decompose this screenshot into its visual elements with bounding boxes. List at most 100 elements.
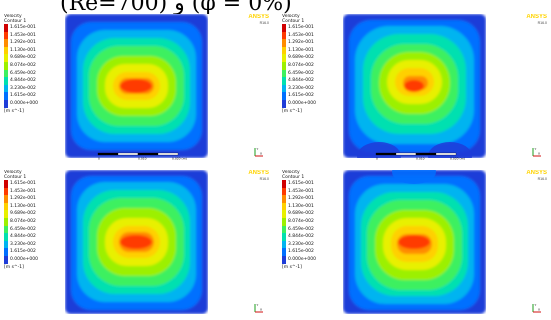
legend-entry: 9.689e-002 bbox=[282, 54, 344, 62]
legend-label: 1.615e-002 bbox=[288, 249, 314, 255]
legend-entry: 1.292e-001 bbox=[4, 195, 66, 203]
legend-label: 1.453e-001 bbox=[288, 188, 314, 194]
legend-swatch bbox=[282, 61, 286, 70]
brand-name: ANSYS bbox=[526, 170, 547, 176]
legend-label: 3.230e-002 bbox=[10, 241, 36, 247]
legend-swatch bbox=[4, 240, 8, 249]
legend-entry: 1.615e-001 bbox=[282, 24, 344, 32]
scale-label: 0.020 (m) bbox=[450, 157, 465, 161]
legend-entry: 8.074e-002 bbox=[4, 217, 66, 226]
scale-segment bbox=[97, 152, 119, 156]
contour-core bbox=[120, 235, 152, 249]
legend-entry: 8.074e-002 bbox=[282, 217, 344, 226]
legend-entry: 3.230e-002 bbox=[4, 84, 66, 93]
legend-label: 9.689e-002 bbox=[10, 211, 36, 217]
legend-swatch bbox=[282, 202, 286, 211]
legend-swatch bbox=[4, 255, 8, 264]
legend-label: 0.000e+000 bbox=[288, 100, 317, 106]
brand-name: ANSYS bbox=[248, 14, 269, 20]
legend-swatch bbox=[282, 233, 286, 241]
contour-panel-2: Velocity Contour 1 1.615e-001 1.453e-001 1.2… bbox=[278, 14, 551, 162]
legend-entry: 4.844e-002 bbox=[4, 77, 66, 85]
legend-swatch bbox=[282, 24, 286, 32]
legend-entry: 6.459e-002 bbox=[282, 69, 344, 78]
legend-entry: 1.615e-002 bbox=[4, 248, 66, 256]
velocity-contour-plot bbox=[343, 14, 486, 158]
x-axis-label: X bbox=[538, 308, 540, 312]
x-axis-label: X bbox=[538, 152, 540, 156]
legend-label: 0.000e+000 bbox=[10, 100, 39, 106]
legend-swatch bbox=[4, 61, 8, 70]
color-legend: Velocity Contour 1 1.615e-001 1.453e-001 1.2… bbox=[282, 170, 344, 270]
legend-label: 1.130e-001 bbox=[288, 47, 314, 53]
legend-label: 1.453e-001 bbox=[288, 32, 314, 38]
scale-segment bbox=[415, 152, 437, 156]
brand-version: R16.0 bbox=[259, 177, 269, 181]
legend-label: 1.130e-001 bbox=[10, 203, 36, 209]
contour-core bbox=[120, 79, 152, 93]
legend-swatch bbox=[4, 210, 8, 218]
legend-entry: 1.615e-001 bbox=[4, 180, 66, 188]
legend-label: 6.459e-002 bbox=[288, 70, 314, 76]
contour-panel-4: Velocity Contour 1 1.615e-001 1.453e-001 1.2… bbox=[278, 170, 551, 318]
figure-caption: (φ = 0%) و (Re=700) bbox=[0, 0, 551, 20]
legend-swatch bbox=[4, 69, 8, 78]
color-legend: Velocity Contour 1 1.615e-001 1.453e-001 1.2… bbox=[4, 170, 66, 270]
legend-entry: 1.615e-002 bbox=[282, 92, 344, 100]
legend-entry: 6.459e-002 bbox=[4, 69, 66, 78]
scale-bar: 0 0.010 0.020 (m) bbox=[375, 152, 465, 161]
legend-swatch bbox=[282, 54, 286, 62]
legend-label: 8.074e-002 bbox=[288, 218, 314, 224]
legend-swatch bbox=[282, 195, 286, 203]
legend-swatch bbox=[282, 39, 286, 47]
legend-entry: 9.689e-002 bbox=[4, 210, 66, 218]
legend-swatch bbox=[282, 46, 286, 55]
velocity-contour-plot bbox=[65, 170, 208, 314]
legend-swatch bbox=[282, 217, 286, 226]
legend-entry: 4.844e-002 bbox=[282, 233, 344, 241]
legend-entry: 9.689e-002 bbox=[4, 54, 66, 62]
x-axis-label: X bbox=[260, 152, 262, 156]
legend-label: 1.615e-002 bbox=[10, 249, 36, 255]
ansys-logo: ANSYS R16.0 bbox=[526, 170, 547, 182]
legend-label: 4.844e-002 bbox=[10, 234, 36, 240]
legend-entry: 3.230e-002 bbox=[282, 84, 344, 93]
legend-swatch bbox=[4, 180, 8, 188]
y-axis-label: Y bbox=[257, 147, 259, 151]
legend-label: 9.689e-002 bbox=[10, 55, 36, 61]
legend-title: Velocity bbox=[4, 14, 22, 19]
legend-entry: 0.000e+000 bbox=[4, 255, 66, 264]
legend-title: Velocity bbox=[282, 170, 300, 175]
legend-swatch bbox=[4, 195, 8, 203]
legend-unit: [m s^-1] bbox=[4, 108, 24, 114]
legend-entry: 1.453e-001 bbox=[282, 187, 344, 196]
legend-label: 9.689e-002 bbox=[288, 211, 314, 217]
x-axis-label: X bbox=[260, 308, 262, 312]
legend-label: 1.292e-001 bbox=[10, 196, 36, 202]
legend-label: 8.074e-002 bbox=[10, 218, 36, 224]
scale-segment bbox=[435, 152, 457, 156]
legend-swatch bbox=[282, 225, 286, 234]
legend-entry: 1.615e-001 bbox=[4, 24, 66, 32]
ansys-logo: ANSYS R16.0 bbox=[526, 14, 547, 26]
legend-label: 1.130e-001 bbox=[288, 203, 314, 209]
legend-label: 1.615e-002 bbox=[10, 93, 36, 99]
legend-swatch bbox=[4, 233, 8, 241]
legend-swatch bbox=[4, 92, 8, 100]
axis-triad: YX bbox=[532, 147, 541, 157]
legend-swatch bbox=[4, 99, 8, 108]
legend-label: 6.459e-002 bbox=[288, 226, 314, 232]
legend-label: 4.844e-002 bbox=[288, 234, 314, 240]
legend-swatch bbox=[4, 202, 8, 211]
y-axis-label: Y bbox=[535, 147, 537, 151]
legend-swatch bbox=[4, 84, 8, 93]
legend-label: 1.615e-001 bbox=[288, 181, 314, 186]
legend-swatch bbox=[282, 255, 286, 264]
legend-swatch bbox=[4, 46, 8, 55]
contour-panel-3: Velocity Contour 1 1.615e-001 1.453e-001 1.2… bbox=[0, 170, 273, 318]
legend-entry: 8.074e-002 bbox=[282, 61, 344, 70]
contour-panel-1: Velocity Contour 1 1.615e-001 1.453e-001 1.2… bbox=[0, 14, 273, 162]
legend-label: 1.615e-001 bbox=[10, 181, 36, 186]
legend-label: 1.130e-001 bbox=[10, 47, 36, 53]
legend-entry: 1.292e-001 bbox=[282, 39, 344, 47]
